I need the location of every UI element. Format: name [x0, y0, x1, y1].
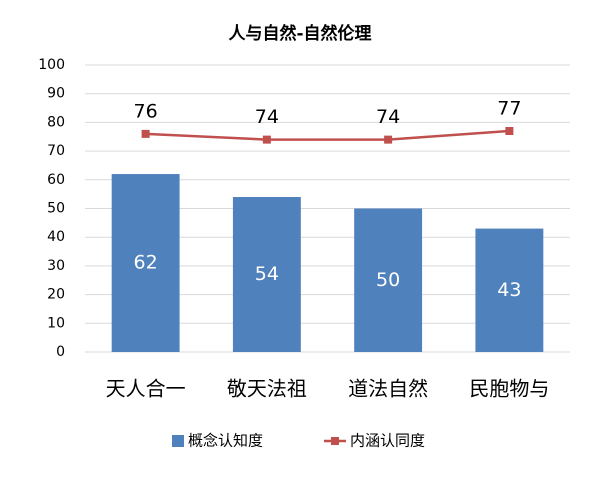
- chart-title: 人与自然-自然伦理: [228, 23, 371, 44]
- y-tick-label: 0: [56, 344, 65, 360]
- y-tick-label: 80: [47, 114, 65, 130]
- data-label: 43: [497, 279, 521, 301]
- bar: [232, 197, 301, 352]
- data-label: 62: [134, 252, 158, 274]
- data-label: 54: [255, 263, 279, 285]
- legend-marker: [172, 435, 184, 447]
- y-tick-label: 90: [47, 86, 65, 102]
- y-tick-label: 70: [47, 143, 65, 159]
- data-label: 50: [376, 269, 400, 291]
- y-tick-label: 30: [47, 258, 65, 274]
- x-tick-label: 天人合一: [106, 377, 186, 401]
- y-tick-label: 50: [47, 201, 65, 217]
- x-tick-label: 敬天法祖: [227, 377, 307, 401]
- data-label: 76: [134, 100, 158, 122]
- y-tick-label: 20: [47, 287, 65, 303]
- data-label: 74: [376, 106, 400, 128]
- legend-marker: [331, 437, 339, 445]
- legend-label: 概念认知度: [188, 432, 263, 450]
- y-tick-label: 60: [47, 172, 65, 188]
- x-tick-label: 道法自然: [348, 377, 428, 401]
- legend-label: 内涵认同度: [350, 432, 425, 450]
- line-marker: [262, 135, 271, 144]
- bar: [111, 174, 180, 352]
- data-label: 74: [255, 106, 279, 128]
- y-tick-label: 10: [47, 315, 65, 331]
- line-marker: [384, 135, 393, 144]
- line-marker: [141, 129, 150, 138]
- bar: [354, 208, 423, 352]
- bar: [475, 228, 544, 352]
- data-label: 77: [497, 98, 521, 120]
- line-marker: [505, 127, 514, 136]
- x-tick-label: 民胞物与: [469, 377, 549, 401]
- y-tick-label: 100: [38, 57, 65, 73]
- y-tick-label: 40: [47, 229, 65, 245]
- line: [145, 129, 510, 141]
